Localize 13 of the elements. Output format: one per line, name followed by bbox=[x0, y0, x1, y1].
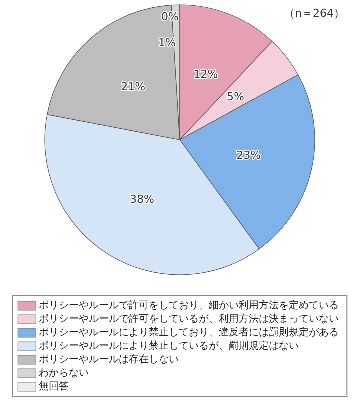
data-label: 12% bbox=[194, 68, 218, 81]
data-label: 23% bbox=[236, 148, 262, 162]
legend-label: ポリシーやルールで許可をしており、細かい利用方法を定めている bbox=[39, 300, 340, 312]
legend-label: わからない bbox=[39, 368, 90, 379]
data-label: 5% bbox=[226, 90, 244, 104]
legend-label: ポリシーやルールにより禁止しているが、罰則規定はない bbox=[39, 340, 300, 352]
data-label: 38% bbox=[130, 193, 154, 206]
text: （n＝264） bbox=[284, 7, 345, 20]
legend-label: ポリシーやルールで許可をしているが、利用方法は決まっていない bbox=[39, 313, 340, 325]
legend-label: ポリシーやルールは存在しない bbox=[39, 354, 180, 366]
legend-label: ポリシーやルールにより禁止しており、違反者には罰則規定がある bbox=[39, 326, 340, 338]
data-label: 21% bbox=[121, 80, 146, 94]
legend-label: 無回答 bbox=[39, 380, 70, 392]
